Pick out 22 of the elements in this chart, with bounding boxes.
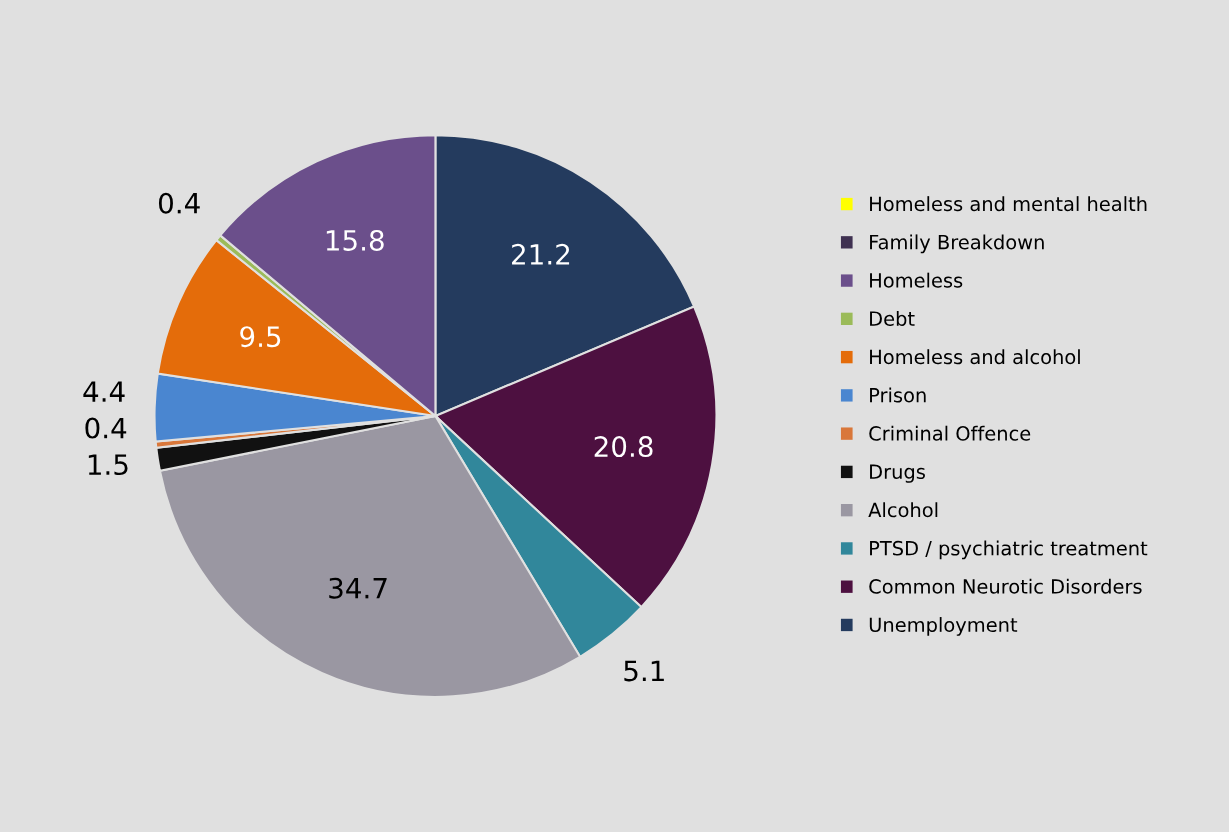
data-label: 0.4: [85, 417, 127, 439]
legend-label: Alcohol: [868, 502, 938, 518]
legend-label: PTSD / psychiatric treatment: [870, 540, 1148, 560]
legend-label: Drugs: [870, 464, 925, 483]
data-label: 9.5: [240, 326, 281, 348]
legend-label: Prison: [870, 387, 926, 403]
legend-label: Homeless and alcohol: [870, 349, 1080, 365]
data-label: 20.8: [594, 436, 653, 458]
legend-label: Unemployment: [869, 617, 1018, 636]
legend-label: Common Neurotic Disorders: [869, 578, 1142, 594]
data-label: 0.4: [158, 192, 200, 214]
data-label: 34.7: [329, 577, 387, 599]
legend-label: Criminal Offence: [869, 425, 1031, 441]
data-label: 1.5: [88, 454, 128, 476]
legend-label: Homeless: [870, 272, 963, 288]
data-label: 21.2: [512, 243, 570, 265]
data-label: 5.1: [624, 660, 664, 682]
data-label: 4.4: [83, 381, 125, 402]
legend-label: Family Breakdown: [870, 234, 1044, 254]
legend-label: Homeless and mental health: [870, 196, 1147, 212]
legend-label: Debt: [870, 310, 915, 326]
data-label: 15.8: [326, 229, 384, 251]
